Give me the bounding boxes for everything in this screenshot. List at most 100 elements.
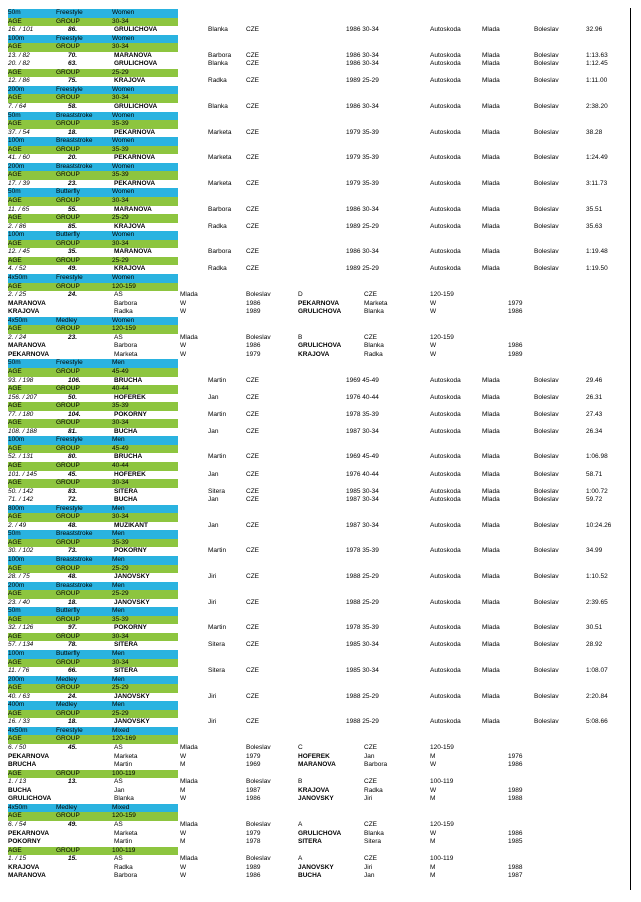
event-distance: 100m — [8, 556, 25, 563]
birthyear-category: 1986 30-34 — [346, 248, 379, 256]
firstname: Martin — [208, 624, 227, 632]
age-group: 30-34 — [112, 419, 129, 427]
age-group: 45-49 — [112, 367, 129, 375]
age-group-header: AGE GROUP 30-34 — [8, 197, 178, 206]
event-stroke: Breaststroke — [56, 162, 93, 170]
event-distance: 100m — [8, 231, 25, 239]
member1-surname: PEKARNOVA — [8, 350, 50, 358]
group-label: GROUP — [56, 145, 80, 153]
place-total: 6. / 54 — [8, 820, 27, 828]
surname: POKORNY — [114, 624, 147, 632]
age-label: AGE — [8, 564, 22, 572]
surname: BUCHA — [114, 427, 138, 435]
member1-sex: M — [180, 838, 186, 846]
city-2: Boleslav — [534, 692, 559, 700]
club: Autoskoda — [430, 376, 461, 384]
country: CZE — [246, 103, 259, 111]
team-city: Mlada — [180, 855, 198, 863]
member1-firstname: Blanka — [114, 795, 134, 803]
member2-surname: JANOVSKY — [298, 795, 334, 803]
birthyear-category: 1978 35-39 — [346, 547, 379, 555]
surname: POKORNY — [114, 410, 147, 418]
member2-surname: KRAJOVA — [298, 350, 330, 358]
age-label: AGE — [8, 479, 22, 487]
group-label: GROUP — [56, 367, 80, 375]
event-distance: 200m — [8, 85, 25, 93]
birthyear-category: 1979 35-39 — [346, 154, 379, 162]
city: Mlada — [482, 376, 500, 384]
points: 66. — [68, 667, 78, 675]
surname: JANOVSKY — [114, 692, 150, 700]
event-stroke: Freestyle — [56, 359, 83, 367]
age-label: AGE — [8, 145, 22, 153]
points: 83. — [68, 487, 78, 495]
time: 35.51 — [586, 205, 603, 213]
birthyear-category: 1969 45-49 — [346, 376, 379, 384]
result-row: 23. / 40 18. JANOVSKY Jiri CZE 1988 25-29 Auto… — [8, 599, 628, 608]
member1-sex: W — [180, 795, 187, 803]
event-distance: 50m — [8, 359, 21, 367]
age-label: AGE — [8, 538, 22, 546]
event-header: 50m Butterfly Women — [8, 188, 178, 198]
relay-members-row: GRULICHOVA Blanka W 1986 JANOVSKY Jiri M 1988 — [8, 795, 628, 804]
member1-year: 1987 — [246, 786, 261, 794]
age-group-header: AGE GROUP 25-29 — [8, 68, 178, 78]
time: 58.71 — [586, 470, 603, 478]
time: 1:12.45 — [586, 60, 608, 68]
age-group: 120-159 — [112, 812, 136, 820]
country: CZE — [246, 692, 259, 700]
surname: KRAJOVA — [114, 77, 146, 85]
firstname: Barbora — [208, 248, 232, 256]
country: CZE — [246, 154, 259, 162]
club: Autoskoda — [430, 692, 461, 700]
place-total: 28. / 75 — [8, 573, 30, 581]
group-label: GROUP — [56, 632, 80, 640]
event-distance: 200m — [8, 162, 25, 170]
place-total: 23. / 40 — [8, 598, 30, 606]
club: Autoskoda — [430, 624, 461, 632]
city: Mlada — [482, 718, 500, 726]
birthyear-category: 1989 25-29 — [346, 77, 379, 85]
event-stroke: Medley — [56, 316, 77, 324]
relay-members-row: PEKARNOVA Marketa W 1979 GRULICHOVA Blanka W 19… — [8, 830, 628, 839]
group-label: GROUP — [56, 590, 80, 598]
group-label: GROUP — [56, 419, 80, 427]
result-row: 41. / 60 20. PEKARNOVA Marketa CZE 1979 35-39… — [8, 154, 628, 163]
time: 1:19.48 — [586, 248, 608, 256]
event-distance: 100m — [8, 137, 25, 145]
member1-firstname: Martin — [114, 761, 133, 769]
group-label: GROUP — [56, 479, 80, 487]
age-label: AGE — [8, 197, 22, 205]
firstname: Martin — [208, 376, 227, 384]
team-city: Mlada — [180, 333, 198, 341]
place-total: 32. / 126 — [8, 624, 34, 632]
member1-firstname: Radka — [114, 308, 133, 316]
member2-year: 1989 — [508, 786, 523, 794]
event-gender: Women — [112, 9, 135, 16]
birthyear-category: 1976 40-44 — [346, 470, 379, 478]
firstname: Marketa — [208, 128, 232, 136]
city-2: Boleslav — [534, 376, 559, 384]
member2-sex: M — [430, 752, 436, 760]
event-header: 4x50m Medley Women — [8, 316, 178, 326]
member2-firstname: Jan — [364, 752, 375, 760]
event-stroke: Medley — [56, 675, 77, 683]
event-distance: 50m — [8, 111, 21, 119]
city-2: Boleslav — [534, 248, 559, 256]
age-label: AGE — [8, 419, 22, 427]
member1-sex: M — [180, 786, 186, 794]
country: CZE — [246, 470, 259, 478]
country: CZE — [246, 718, 259, 726]
club: Autoskoda — [430, 265, 461, 273]
birthyear-category: 1988 25-29 — [346, 598, 379, 606]
surname: GRULICHOVA — [114, 103, 158, 111]
event-distance: 100m — [8, 436, 25, 444]
group-label: GROUP — [56, 684, 80, 692]
surname: HOFEREK — [114, 470, 146, 478]
age-label: AGE — [8, 367, 22, 375]
city: Mlada — [482, 393, 500, 401]
firstname: Jiri — [208, 718, 217, 726]
city: Mlada — [482, 205, 500, 213]
time: 1:19.50 — [586, 265, 608, 273]
relay-team-row: 6. / 50 45. AS Mlada Boleslav C CZE 120-159 — [8, 744, 628, 753]
